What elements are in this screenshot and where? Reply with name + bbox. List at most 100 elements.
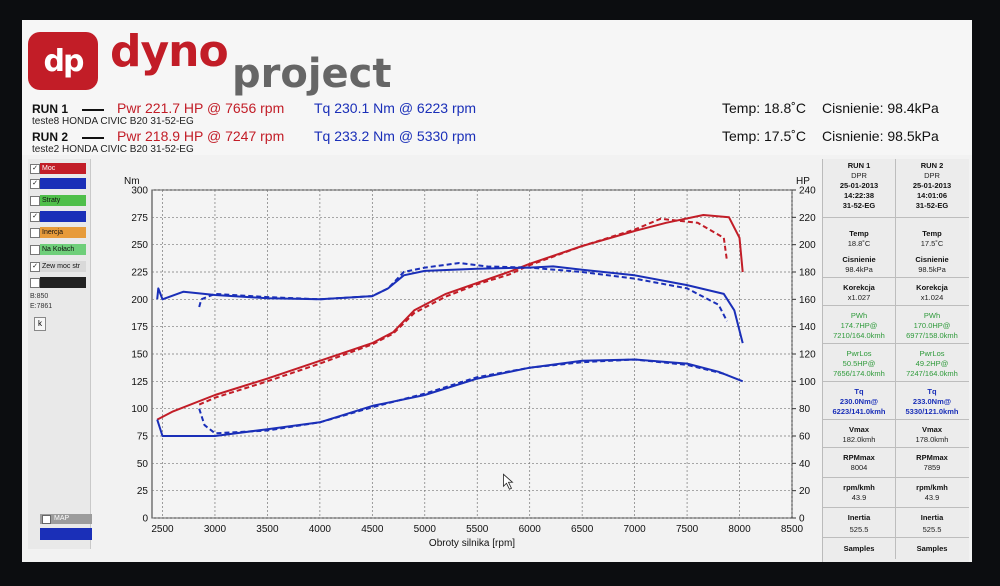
detail-col2-time: 14:01:06 xyxy=(916,191,948,200)
legend-item-2[interactable]: ✓ xyxy=(30,178,88,190)
legend-label: Inercja xyxy=(40,227,86,238)
run2-torque: Tq 233.2 Nm @ 5330 rpm xyxy=(314,128,477,144)
detail-col2-temp-label: Temp xyxy=(922,229,942,238)
detail-col1-pwrlos: 50.5HP@ xyxy=(842,359,876,368)
y-left-tick-label: 75 xyxy=(137,432,149,443)
mouse-cursor-icon xyxy=(503,473,514,490)
x-tick-label: 4000 xyxy=(309,524,332,535)
legend-item-inercja[interactable]: Inercja xyxy=(30,227,88,239)
detail-col2-tq2: 5330/121.0kmh xyxy=(905,407,959,416)
run-details-panel: RUN 1 DPR 25-01-2013 14:22:38 31-52-EG Temp 18… xyxy=(822,159,969,562)
run2-power: Pwr 218.9 HP @ 7247 rpm xyxy=(117,128,285,144)
legend-checkbox[interactable]: ✓ xyxy=(30,164,40,174)
chart-svg: 2500 3000 3500 4000 4500 5000 5500 6000 6500 7000… xyxy=(124,176,816,549)
y-right-tick-label: 160 xyxy=(799,295,816,306)
detail-col1-type: DPR xyxy=(851,171,867,180)
legend-item-straty[interactable]: Straty xyxy=(30,195,88,207)
y-left-axis-label: Nm xyxy=(124,176,140,187)
y-right-tick-label: 20 xyxy=(799,486,811,497)
k-button[interactable]: k xyxy=(34,317,46,331)
detail-col1-code: 31-52-EG xyxy=(842,201,876,210)
legend-checkbox[interactable]: ✓ xyxy=(30,212,40,222)
series-line-1 xyxy=(156,214,744,421)
detail-col1-in: 525.5 xyxy=(849,525,869,534)
legend-item-na-kolach[interactable]: Na Kołach xyxy=(30,244,88,256)
run1-temp: Temp: 18.8˚C xyxy=(722,100,807,116)
y-right-tick-label: 100 xyxy=(799,377,816,388)
detail-col1-vmax: 182.0kmh xyxy=(842,435,876,444)
detail-col1-pwrlos2: 7656/174.0kmh xyxy=(833,369,885,378)
legend-item-moc[interactable]: ✓ Moc xyxy=(30,163,88,175)
y-left-tick-label: 100 xyxy=(131,404,148,415)
legend-panel: ✓ Moc ✓ Straty ✓ Inercja Na Kołach ✓ Zew… xyxy=(28,159,91,549)
detail-col1-cis-label: Cisnienie xyxy=(842,255,876,264)
legend-label xyxy=(40,277,86,288)
detail-col1-temp: 18.8˚C xyxy=(847,239,871,248)
run2-temp: Temp: 17.5˚C xyxy=(722,128,807,144)
detail-col2-cis-label: Cisnienie xyxy=(915,255,949,264)
x-tick-label: 2500 xyxy=(151,524,174,535)
legend-checkbox[interactable]: ✓ xyxy=(30,262,40,272)
series-line-6 xyxy=(198,358,728,435)
detail-col2-rk-label: rpm/kmh xyxy=(916,483,948,492)
detail-col1-pwh: 174.7HP@ xyxy=(840,321,878,330)
detail-col1-date: 25-01-2013 xyxy=(839,181,879,190)
detail-col2-rpm: 7859 xyxy=(923,463,941,472)
y-left-tick-label: 200 xyxy=(131,295,148,306)
y-right-tick-label: 0 xyxy=(799,514,805,525)
detail-col1-kor-label: Korekcja xyxy=(843,283,875,292)
y-left-tick-label: 250 xyxy=(131,240,148,251)
detail-col2-in: 525.5 xyxy=(922,525,942,534)
detail-col1-samples-label: Samples xyxy=(843,544,875,553)
map-toggle[interactable]: MAP xyxy=(40,514,92,524)
detail-col1-tq: 230.0Nm@ xyxy=(839,397,879,406)
detail-col2-pwrlos2: 7247/164.0kmh xyxy=(906,369,958,378)
detail-col1-vmax-label: Vmax xyxy=(848,425,869,434)
detail-col2-tq: 233.0Nm@ xyxy=(912,397,952,406)
detail-col1-cis: 98.4kPa xyxy=(845,265,873,274)
legend-checkbox[interactable] xyxy=(30,196,40,206)
legend-label: Moc xyxy=(40,163,86,174)
y-right-axis-label: HP xyxy=(796,176,810,187)
detail-divider xyxy=(823,507,969,508)
detail-col2-pwh2: 6977/158.0kmh xyxy=(906,331,958,340)
info-e: E:7861 xyxy=(30,303,53,310)
run1-line-sample xyxy=(82,109,104,111)
y-left-tick-label: 300 xyxy=(131,186,148,197)
detail-col2-pwrlos-label: PwrLos xyxy=(919,349,945,358)
legend-checkbox[interactable]: ✓ xyxy=(30,179,40,189)
detail-col1-title: RUN 1 xyxy=(847,161,871,170)
detail-col1-rpm-label: RPMmax xyxy=(843,453,875,462)
series-line-4 xyxy=(198,262,728,322)
x-tick-label: 5500 xyxy=(466,524,489,535)
x-tick-label: 3500 xyxy=(256,524,279,535)
detail-col2-in-label: Inertia xyxy=(920,513,944,522)
detail-col2-cis: 98.5kPa xyxy=(918,265,946,274)
legend-checkbox[interactable] xyxy=(30,245,40,255)
y-right-tick-label: 60 xyxy=(799,432,811,443)
run1-pressure: Cisnienie: 98.4kPa xyxy=(822,100,939,116)
detail-col2-rpm-label: RPMmax xyxy=(916,453,948,462)
detail-col1-temp-label: Temp xyxy=(849,229,869,238)
detail-col2-kor-label: Korekcja xyxy=(916,283,948,292)
y-right-tick-label: 240 xyxy=(799,186,816,197)
x-tick-label: 8000 xyxy=(728,524,751,535)
detail-divider xyxy=(823,537,969,538)
legend-item-zew-moc[interactable]: ✓ Zew moc str xyxy=(30,261,88,273)
detail-column-divider xyxy=(895,159,896,559)
run1-power: Pwr 221.7 HP @ 7656 rpm xyxy=(117,100,285,116)
y-left-tick-label: 25 xyxy=(137,486,149,497)
detail-col1-tq-label: Tq xyxy=(854,387,864,396)
detail-col2-temp: 17.5˚C xyxy=(920,239,944,248)
run2-desc: teste2 HONDA CIVIC B20 31-52-EG xyxy=(32,144,194,155)
x-tick-label: 8500 xyxy=(781,524,804,535)
run2-pressure: Cisnienie: 98.5kPa xyxy=(822,128,939,144)
legend-item-8[interactable] xyxy=(30,277,88,289)
legend-checkbox[interactable] xyxy=(30,228,40,238)
map-checkbox[interactable] xyxy=(42,515,51,524)
detail-col2-kor: x1.024 xyxy=(920,293,944,302)
y-left-tick-label: 150 xyxy=(131,350,148,361)
legend-checkbox[interactable] xyxy=(30,278,40,288)
legend-item-4[interactable]: ✓ xyxy=(30,211,88,223)
detail-col1-rpm: 8004 xyxy=(850,463,868,472)
